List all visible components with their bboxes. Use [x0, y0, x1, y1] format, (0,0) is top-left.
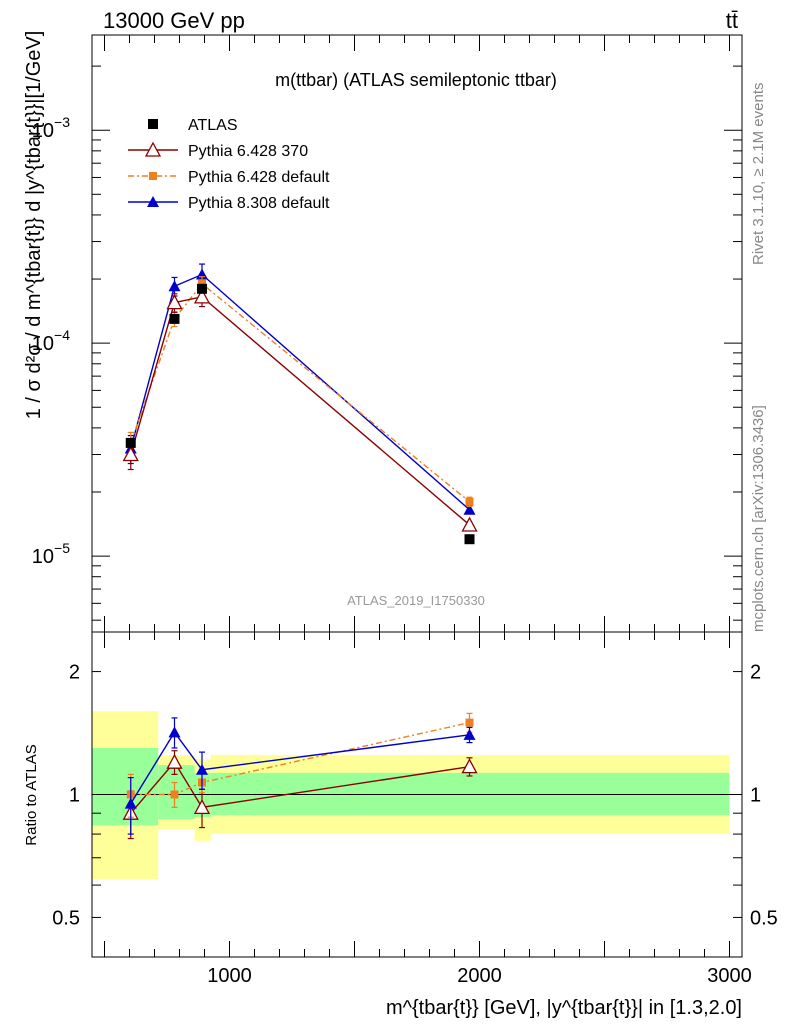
analysis-label: ATLAS_2019_I1750330: [347, 593, 485, 608]
legend-label: Pythia 6.428 default: [188, 169, 330, 186]
y-tick-label-right: 1: [750, 785, 761, 807]
marker-triangle-open: [193, 798, 211, 815]
marker-triangle: [124, 797, 137, 809]
marker-triangle: [168, 726, 181, 738]
x-tick-label: 3000: [707, 965, 752, 987]
rivet-label: Rivet 3.1.10, ≥ 2.1M events: [750, 83, 767, 266]
main-axis-ticks: 10−510−410−3: [32, 35, 742, 632]
y-tick-label: 10−3: [32, 114, 70, 142]
marker-triangle: [463, 728, 476, 740]
series-line: [130, 296, 470, 526]
energy-label: 13000 GeV pp: [103, 8, 245, 33]
ratio-bands: [92, 711, 742, 880]
x-tick-label: 1000: [207, 965, 252, 987]
marker-triangle-open: [122, 446, 139, 462]
marker-triangle: [168, 280, 181, 292]
marker-square: [170, 790, 179, 799]
y-axis-label-main: 1 / σ d²σ / d m^{tbar{t}} d |y^{tbar{t}}…: [23, 31, 45, 420]
y-tick-label: 10−5: [32, 540, 70, 568]
marker-triangle-open: [461, 516, 478, 532]
marker-square: [149, 172, 157, 180]
marker-triangle: [463, 503, 476, 515]
ratio-series: [122, 712, 478, 840]
y-axis-label-ratio: Ratio to ATLAS: [23, 744, 40, 845]
marker-triangle-open: [193, 288, 211, 304]
x-axis-label: m^{tbar{t}} [GeV], |y^{tbar{t}}| in [1.3…: [386, 997, 742, 1019]
series-line: [130, 760, 470, 814]
mcplots-label: mcplots.cern.ch [arXiv:1306.3436]: [750, 405, 767, 632]
x-tick-label: 2000: [457, 965, 502, 987]
legend: ATLAS Pythia 6.428 370 Pythia 6.428 defaul…: [128, 117, 330, 212]
chart-title: m(ttbar) (ATLAS semileptonic ttbar): [275, 70, 557, 90]
main-series: [122, 263, 478, 545]
series-line: [130, 731, 470, 804]
main-panel: 10−510−410−3 m(ttbar) (ATLAS semileptoni…: [23, 31, 743, 633]
ratio-axis-ticks: 1000 2000 3000 0.5 0.5 1 1 2 2: [52, 632, 778, 987]
marker-triangle-open: [144, 141, 162, 157]
y-tick-label-base: 10: [32, 546, 54, 568]
legend-label: Pythia 8.308 default: [188, 195, 330, 212]
y-tick-label-exponent: −3: [54, 114, 70, 130]
ratio-panel: 1000 2000 3000 0.5 0.5 1 1 2 2 Ratio to ATLAS m^…: [23, 631, 778, 1019]
y-tick-label: 1: [69, 785, 80, 807]
marker-triangle: [147, 196, 159, 207]
marker-square: [197, 283, 207, 294]
ratio-band-inner: [210, 772, 730, 816]
marker-triangle-open: [461, 758, 478, 774]
y-tick-label-base: 10: [32, 333, 54, 355]
legend-label: Pythia 6.428 370: [188, 143, 308, 160]
marker-triangle: [196, 763, 208, 775]
y-tick-label-right: 0.5: [750, 907, 778, 929]
ratio-band-inner: [92, 747, 159, 826]
y-tick-label-base: 10: [32, 120, 54, 142]
y-tick-label-right: 2: [750, 662, 761, 684]
legend-label: ATLAS: [188, 117, 238, 134]
y-tick-label-exponent: −4: [54, 327, 70, 343]
y-tick-label: 2: [69, 662, 80, 684]
series-line: [130, 273, 470, 511]
process-label: tt̄: [726, 8, 738, 33]
main-panel-frame: [91, 34, 743, 633]
marker-triangle-open: [166, 753, 183, 769]
marker-square: [169, 313, 180, 324]
marker-square: [464, 534, 475, 545]
marker-square: [465, 718, 474, 727]
marker-square: [465, 497, 474, 506]
marker-square: [125, 437, 136, 448]
y-tick-label: 0.5: [52, 907, 80, 929]
y-tick-label-exponent: −5: [54, 540, 70, 556]
y-tick-label: 10−4: [32, 327, 70, 355]
marker-square: [148, 119, 158, 129]
marker-triangle-open: [166, 294, 183, 310]
